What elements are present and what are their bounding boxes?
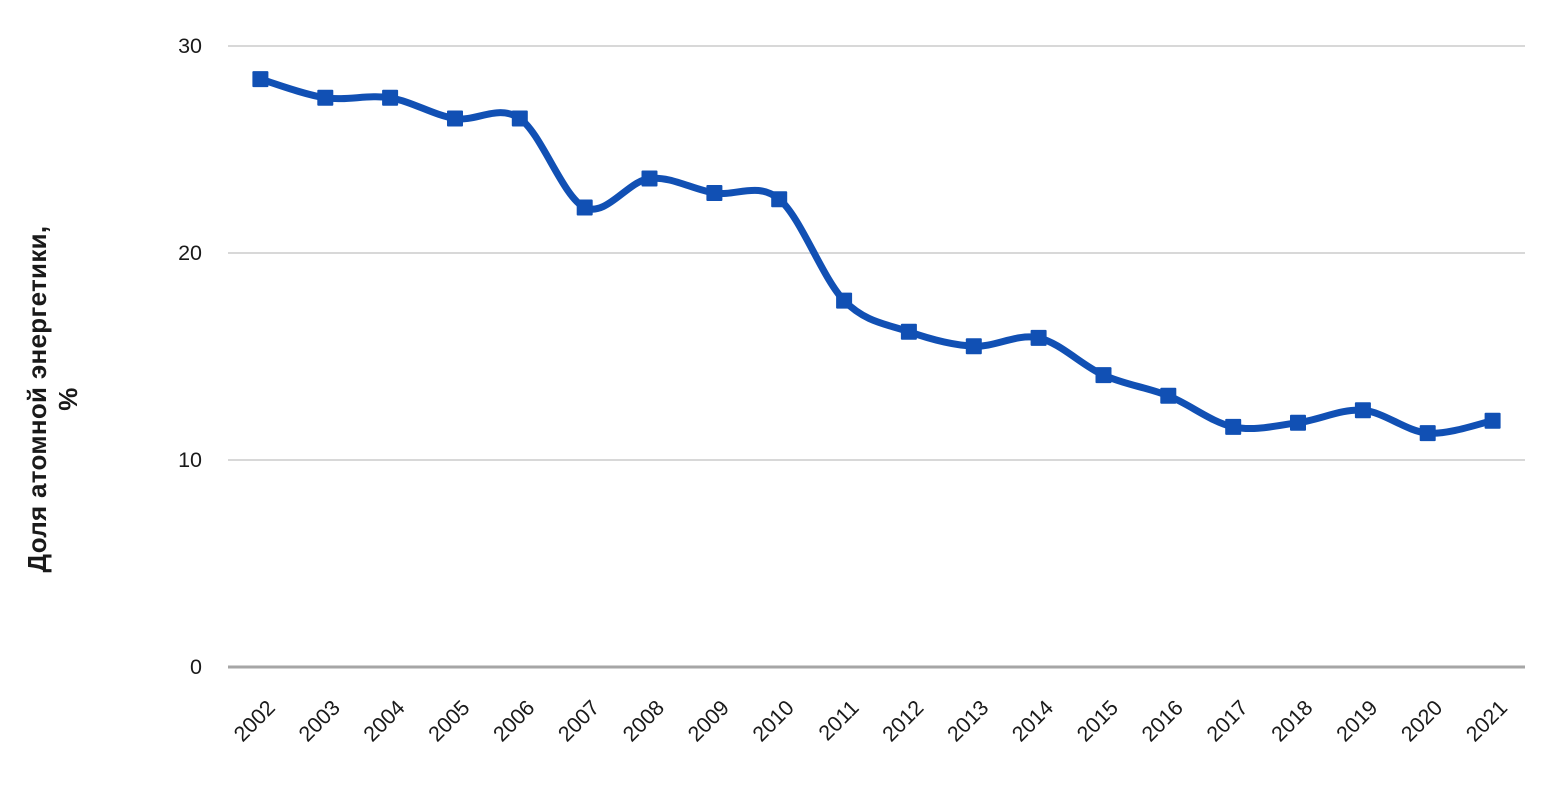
x-tick-label: 2004	[359, 696, 410, 747]
data-point-marker	[447, 110, 463, 127]
x-tick-label: 2015	[1072, 696, 1123, 747]
y-tick-label: 20	[178, 241, 202, 265]
data-point-marker	[965, 338, 982, 355]
x-tick-label: 2014	[1007, 696, 1058, 747]
data-point-marker	[706, 185, 723, 201]
x-tick-label: 2010	[748, 696, 799, 747]
x-tick-label: 2017	[1202, 696, 1253, 747]
data-point-marker	[382, 89, 399, 106]
x-tick-label: 2005	[424, 696, 475, 747]
data-point-marker	[1225, 418, 1242, 435]
data-point-marker	[836, 292, 853, 309]
series-line	[256, 75, 1497, 437]
y-axis-title: Доля атомной энергетики, %	[22, 226, 84, 573]
x-tick-label: 2011	[814, 696, 864, 746]
x-tick-label: 2019	[1332, 696, 1383, 747]
x-tick-label: 2016	[1137, 696, 1188, 747]
data-point-marker	[511, 110, 528, 127]
data-point-marker	[1030, 329, 1047, 346]
x-tick-label: 2018	[1267, 696, 1318, 747]
data-point-marker	[1095, 367, 1112, 384]
data-point-marker	[252, 71, 269, 88]
data-point-marker	[1484, 412, 1501, 429]
data-point-marker	[317, 89, 334, 106]
x-tick-label: 2012	[878, 696, 929, 747]
x-tick-label: 2013	[943, 696, 994, 747]
x-tick-label: 2008	[618, 696, 669, 747]
x-tick-label: 2021	[1461, 696, 1512, 747]
data-point-marker	[900, 323, 917, 340]
x-tick-label: 2020	[1396, 696, 1447, 747]
data-point-marker	[771, 191, 788, 208]
y-axis-title-text: Доля атомной энергетики,	[21, 225, 52, 573]
y-tick-label: 0	[190, 655, 202, 679]
y-axis-title-unit: %	[53, 387, 83, 411]
data-point-marker	[641, 170, 658, 187]
x-tick-label: 2009	[683, 696, 734, 747]
data-point-marker	[1419, 425, 1436, 442]
x-tick-label: 2002	[229, 696, 280, 747]
x-tick-label: 2003	[294, 696, 345, 747]
x-tick-label: 2006	[489, 696, 540, 747]
data-point-marker	[1354, 402, 1371, 419]
y-tick-label: 10	[178, 448, 202, 472]
y-tick-label: 30	[178, 34, 202, 58]
x-tick-label: 2007	[553, 696, 604, 747]
data-point-marker	[1290, 414, 1306, 431]
data-point-marker	[1160, 387, 1177, 404]
data-point-marker	[576, 199, 593, 216]
